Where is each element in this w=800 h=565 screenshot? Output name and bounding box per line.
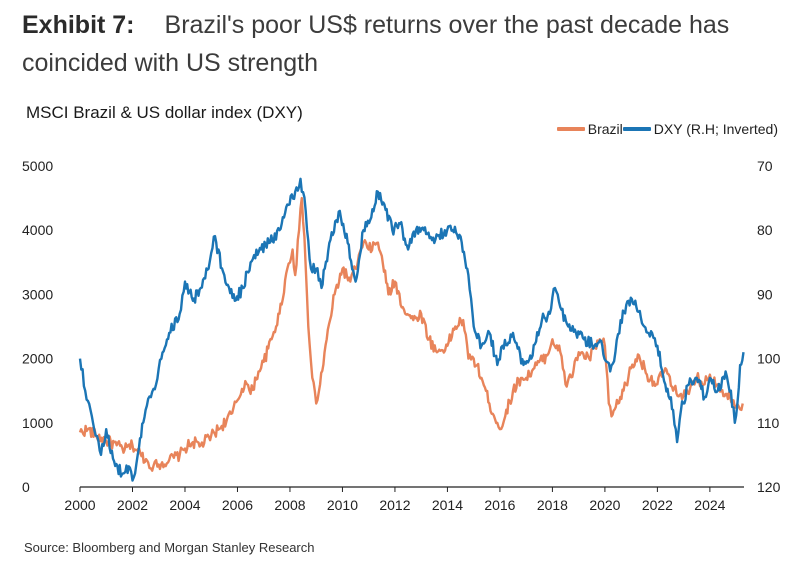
- chart-axes: 2000 2002 2004 2006 2008 2010 2012 2014 2016 2018…: [22, 158, 781, 513]
- x-tick-label: 2002: [117, 497, 148, 513]
- x-tick-label: 2000: [64, 497, 95, 513]
- x-tick-label: 2010: [327, 497, 358, 513]
- chart-title: MSCI Brazil & US dollar index (DXY): [26, 103, 303, 122]
- y-right-tick-label: 120: [757, 479, 781, 495]
- legend-swatch-dxy: [622, 127, 651, 131]
- exhibit-title: Exhibit 7: Brazil's poor US$ returns over…: [22, 6, 792, 82]
- x-tick-label: 2004: [169, 497, 200, 513]
- y-right-tick-label: 110: [757, 415, 780, 431]
- y-right-tick-label: 90: [757, 286, 773, 302]
- chart-legend: Brazil DXY (R.H; Inverted): [556, 121, 778, 137]
- title-line-2: coincided with US strength: [22, 49, 318, 77]
- x-tick-label: 2012: [379, 497, 410, 513]
- legend-label-dxy: DXY (R.H; Inverted): [653, 121, 778, 137]
- y-left-tick-label: 4000: [22, 222, 53, 238]
- title-line-1: Exhibit 7: Brazil's poor US$ returns over…: [22, 6, 792, 44]
- title-text-1: Brazil's poor US$ returns over the past …: [164, 11, 730, 39]
- y-left-tick-label: 0: [22, 479, 30, 495]
- x-tick-label: 2020: [589, 497, 620, 513]
- x-tick-label: 2006: [222, 497, 253, 513]
- source-note: Source: Bloomberg and Morgan Stanley Res…: [24, 540, 315, 555]
- legend-item-dxy: DXY (R.H; Inverted): [622, 121, 778, 137]
- y-left-tick-label: 1000: [22, 415, 53, 431]
- y-left-tick-label: 3000: [22, 286, 53, 302]
- y-right-tick-label: 100: [757, 351, 781, 367]
- y-right-tick-label: 80: [757, 222, 773, 238]
- chart-series: [78, 177, 745, 482]
- legend-item-brazil: Brazil: [556, 121, 623, 137]
- series-line-brazil: [78, 196, 744, 472]
- legend-label-brazil: Brazil: [587, 121, 623, 137]
- y-right-tick-label: 70: [757, 158, 773, 174]
- y-left-tick-label: 2000: [22, 351, 53, 367]
- series-line-dxy: [78, 177, 745, 482]
- x-tick-label: 2008: [274, 497, 305, 513]
- y-left-tick-label: 5000: [22, 158, 53, 174]
- x-tick-label: 2024: [694, 497, 725, 513]
- legend-swatch-brazil: [556, 127, 585, 131]
- x-tick-label: 2022: [642, 497, 673, 513]
- x-tick-label: 2014: [432, 497, 463, 513]
- x-tick-label: 2018: [537, 497, 568, 513]
- exhibit-label: Exhibit 7:: [22, 11, 135, 39]
- x-tick-label: 2016: [484, 497, 515, 513]
